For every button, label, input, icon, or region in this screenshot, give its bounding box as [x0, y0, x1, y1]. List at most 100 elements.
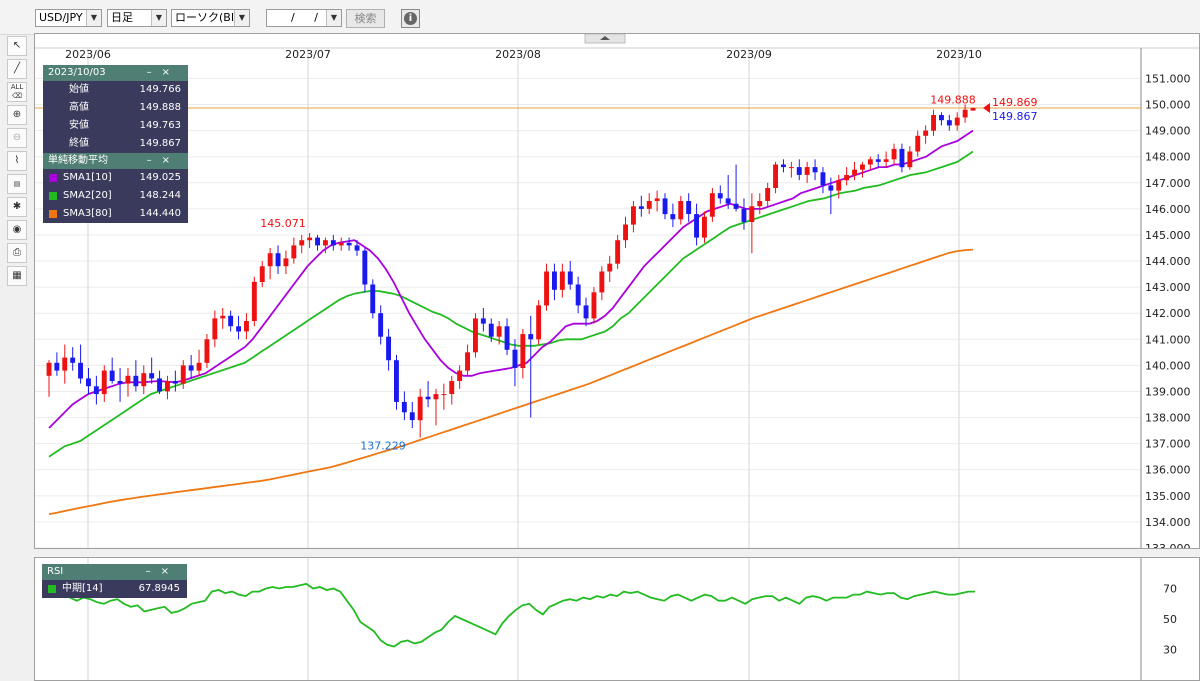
candle-body: [836, 180, 842, 191]
x-tick-label: 2023/10: [936, 48, 982, 61]
candle-body: [457, 370, 463, 381]
symbol-select[interactable]: USD/JPY ▼: [35, 9, 102, 27]
candle-body: [741, 208, 747, 222]
last-price-marker: [983, 102, 990, 113]
timeframe-select[interactable]: 日足 ▼: [107, 9, 167, 27]
ohlc-value: 149.763: [139, 120, 181, 131]
sma2-swatch: [49, 192, 57, 200]
date-input[interactable]: / / ▼: [266, 9, 342, 27]
candle-body: [125, 375, 131, 384]
rsi-row: 中期[14] 67.8945: [42, 580, 187, 598]
chevron-down-icon[interactable]: ▼: [326, 10, 341, 26]
x-tick-label: 2023/07: [285, 48, 331, 61]
candle-body: [757, 201, 763, 207]
print-icon[interactable]: ⎙: [7, 243, 27, 263]
y-tick-label: 151.000: [1145, 72, 1191, 85]
candle-body: [615, 240, 621, 264]
zoom-out-icon[interactable]: ⊖: [7, 128, 27, 148]
candle-body: [394, 360, 399, 402]
candle-body: [251, 281, 257, 321]
toolbar: USD/JPY ▼ 日足 ▼ ローソク(BID) ▼ / / ▼ 検索 i: [0, 0, 1200, 35]
ohlc-date: 2023/10/03: [48, 67, 106, 78]
x-tick-label: 2023/08: [495, 48, 541, 61]
info-button[interactable]: i: [401, 9, 420, 28]
eye-icon[interactable]: ◉: [7, 220, 27, 240]
candle-body: [141, 373, 147, 387]
candle-body: [188, 365, 194, 371]
chevron-down-icon[interactable]: ▼: [151, 10, 166, 26]
candle-body: [259, 266, 265, 282]
rsi-panel: 70 50 30 RSI –× 中期[14] 67.8945: [34, 557, 1200, 681]
x-tick-label: 2023/09: [726, 48, 772, 61]
legend-controls[interactable]: –×: [145, 566, 179, 577]
candle-body: [117, 381, 123, 384]
y-tick-label: 146.000: [1145, 203, 1191, 216]
candle-body: [488, 323, 494, 337]
y-tick-label: 137.000: [1145, 438, 1191, 451]
y-tick-label: 138.000: [1145, 412, 1191, 425]
erase-all-icon[interactable]: ALL ⌫: [7, 82, 27, 102]
candle-body: [78, 362, 83, 379]
candle-body: [378, 313, 384, 337]
legend-controls[interactable]: –×: [146, 155, 180, 166]
y-tick-label: 136.000: [1145, 464, 1191, 477]
ohlc-value: 149.888: [139, 102, 181, 113]
candle-body: [338, 242, 344, 246]
candle-body: [860, 164, 865, 170]
chart-type-select[interactable]: ローソク(BID) ▼: [171, 9, 250, 27]
candle-body: [567, 271, 573, 285]
grid-icon[interactable]: ▦: [7, 266, 27, 286]
zoom-in-icon[interactable]: ⊕: [7, 105, 27, 125]
candle-body: [54, 362, 60, 371]
candle-body: [891, 148, 897, 160]
candle-body: [828, 185, 834, 191]
candle-body: [212, 318, 218, 340]
candle-body: [449, 381, 455, 394]
candle-body: [362, 250, 368, 285]
candle-body: [623, 224, 628, 241]
candle-body: [638, 206, 644, 209]
rsi-title: RSI: [47, 566, 64, 577]
candle-body: [607, 263, 613, 272]
candle-body: [820, 172, 826, 186]
price-chart[interactable]: 151.000 150.000 149.000 148.000 147.000 146.0…: [35, 34, 1199, 548]
last-price-label: 149.869: [992, 96, 1038, 109]
y-tick-label: 145.000: [1145, 229, 1191, 242]
ohlc-label: 始値: [69, 84, 89, 95]
pen-icon[interactable]: ╱: [7, 59, 27, 79]
candle-body: [702, 216, 707, 238]
candle-body: [180, 365, 186, 384]
cursor-icon[interactable]: ↖: [7, 36, 27, 56]
last-high-annotation: 149.888: [930, 93, 976, 106]
ohlc-label: 高値: [69, 102, 89, 113]
legend-controls[interactable]: –×: [146, 67, 180, 78]
rsi-chart[interactable]: 70 50 30: [35, 558, 1199, 680]
candle-body: [962, 109, 968, 118]
candle-body: [781, 164, 786, 168]
candle-body: [583, 305, 589, 319]
candle-body: [749, 206, 755, 222]
candle-body: [346, 242, 352, 246]
tick-icon[interactable]: ▤: [7, 174, 27, 194]
indicator-icon[interactable]: ⌇: [7, 151, 27, 171]
candle-body: [923, 130, 929, 136]
candle-body: [875, 159, 881, 162]
ohlc-value: 149.867: [139, 138, 181, 149]
candle-body: [678, 201, 684, 220]
candle-body: [425, 396, 431, 400]
search-button[interactable]: 検索: [346, 9, 385, 28]
chevron-down-icon[interactable]: ▼: [234, 10, 249, 26]
candle-body: [765, 188, 771, 201]
candle-body: [473, 318, 478, 353]
candle-body: [354, 245, 360, 251]
candle-body: [62, 357, 68, 371]
y-tick-label: 144.000: [1145, 255, 1191, 268]
info-icon: i: [404, 12, 417, 25]
chevron-down-icon[interactable]: ▼: [86, 10, 101, 26]
rsi-swatch: [48, 585, 56, 593]
candle-body: [899, 148, 905, 168]
candle-body: [654, 198, 660, 201]
timeframe-value: 日足: [111, 11, 133, 24]
candle-body: [575, 284, 581, 306]
drawing-icon[interactable]: ✱: [7, 197, 27, 217]
